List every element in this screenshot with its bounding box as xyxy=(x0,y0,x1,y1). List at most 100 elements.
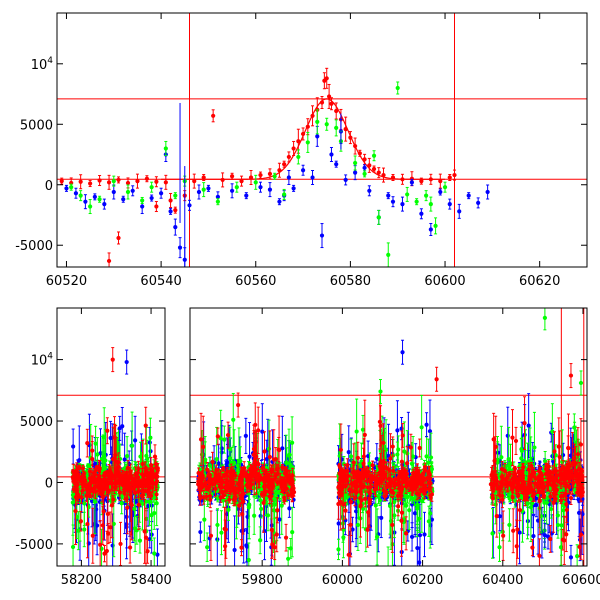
data-point xyxy=(137,527,143,554)
data-point xyxy=(485,184,490,200)
data-point xyxy=(130,411,135,480)
data-point xyxy=(457,203,462,219)
data-point xyxy=(428,223,433,237)
data-point xyxy=(334,160,339,168)
data-point xyxy=(135,173,140,189)
data-point xyxy=(315,109,320,135)
data-point xyxy=(129,469,134,541)
data-point xyxy=(125,184,131,200)
data-point xyxy=(155,528,160,566)
data-point xyxy=(88,199,93,215)
data-point xyxy=(77,472,82,482)
data-point xyxy=(141,491,146,499)
data-point xyxy=(128,463,133,481)
data-point xyxy=(139,467,145,481)
data-point xyxy=(381,167,386,183)
data-point xyxy=(507,508,512,542)
data-point xyxy=(88,481,93,499)
data-point xyxy=(112,416,117,459)
data-point xyxy=(80,464,86,472)
data-point xyxy=(367,157,372,173)
outlier-point xyxy=(578,370,584,396)
data-point xyxy=(438,188,443,196)
data-point xyxy=(102,198,107,210)
data-point xyxy=(424,190,429,202)
data-point xyxy=(296,128,301,154)
data-point xyxy=(396,435,401,464)
data-point xyxy=(91,481,96,498)
data-point xyxy=(136,479,141,530)
data-point xyxy=(201,173,206,181)
data-point xyxy=(149,181,154,193)
data-point xyxy=(371,150,377,162)
data-point xyxy=(64,184,69,192)
data-point xyxy=(260,403,265,461)
data-point xyxy=(130,185,135,197)
x-tick-label: 60620 xyxy=(519,274,560,289)
data-point xyxy=(305,118,310,136)
data-point xyxy=(208,510,214,561)
outlier-point xyxy=(568,363,574,389)
data-point xyxy=(148,417,153,458)
data-point xyxy=(154,176,159,188)
data-point xyxy=(390,173,396,181)
data-point xyxy=(395,81,400,95)
x-tick-label: 60560 xyxy=(235,274,276,289)
x-tick-label: 60580 xyxy=(330,274,371,289)
data-point xyxy=(78,190,83,202)
bottom-panel: 58200 58400 59800 60000 60200 60400 60600 -5000… xyxy=(15,307,600,588)
data-point xyxy=(75,482,80,488)
data-point xyxy=(125,460,131,476)
bottom-right-plot-area xyxy=(190,308,587,566)
outlier-point xyxy=(424,412,429,438)
data-point xyxy=(215,508,220,542)
data-point xyxy=(353,137,358,155)
data-point xyxy=(152,444,158,469)
x-tick-label: 60200 xyxy=(402,573,443,588)
data-point xyxy=(142,498,147,564)
data-point xyxy=(76,511,81,551)
data-point xyxy=(111,175,116,187)
data-point xyxy=(177,237,183,259)
data-point xyxy=(324,117,329,131)
data-point xyxy=(101,479,106,494)
data-point xyxy=(142,473,148,488)
data-point xyxy=(205,532,210,562)
data-point xyxy=(147,480,152,496)
data-point xyxy=(117,484,123,501)
data-point xyxy=(277,500,282,539)
outlier-point xyxy=(236,392,241,418)
data-point xyxy=(144,175,150,183)
data-point xyxy=(362,153,367,165)
data-point xyxy=(95,474,100,484)
data-point xyxy=(106,174,112,190)
data-point xyxy=(371,165,377,173)
data-point xyxy=(367,185,372,197)
data-point xyxy=(154,201,159,213)
data-point xyxy=(163,140,168,156)
data-point xyxy=(73,187,79,199)
data-point xyxy=(291,184,296,192)
data-point xyxy=(305,131,310,153)
data-point xyxy=(300,164,306,176)
data-point xyxy=(83,194,88,210)
data-point xyxy=(206,184,211,192)
data-point xyxy=(173,206,178,214)
data-point xyxy=(324,67,329,89)
data-point xyxy=(419,177,424,185)
data-point xyxy=(78,510,84,532)
outlier-point xyxy=(434,366,439,392)
data-point xyxy=(248,169,254,185)
data-point xyxy=(357,149,362,157)
data-point xyxy=(490,485,495,491)
data-point xyxy=(114,437,119,486)
data-point xyxy=(282,160,287,168)
data-point xyxy=(400,196,405,212)
data-point xyxy=(229,183,235,199)
data-point xyxy=(149,470,154,484)
data-point xyxy=(71,463,76,479)
data-point xyxy=(343,174,348,186)
data-point xyxy=(310,169,315,185)
data-point xyxy=(362,170,367,178)
data-point xyxy=(85,428,90,458)
